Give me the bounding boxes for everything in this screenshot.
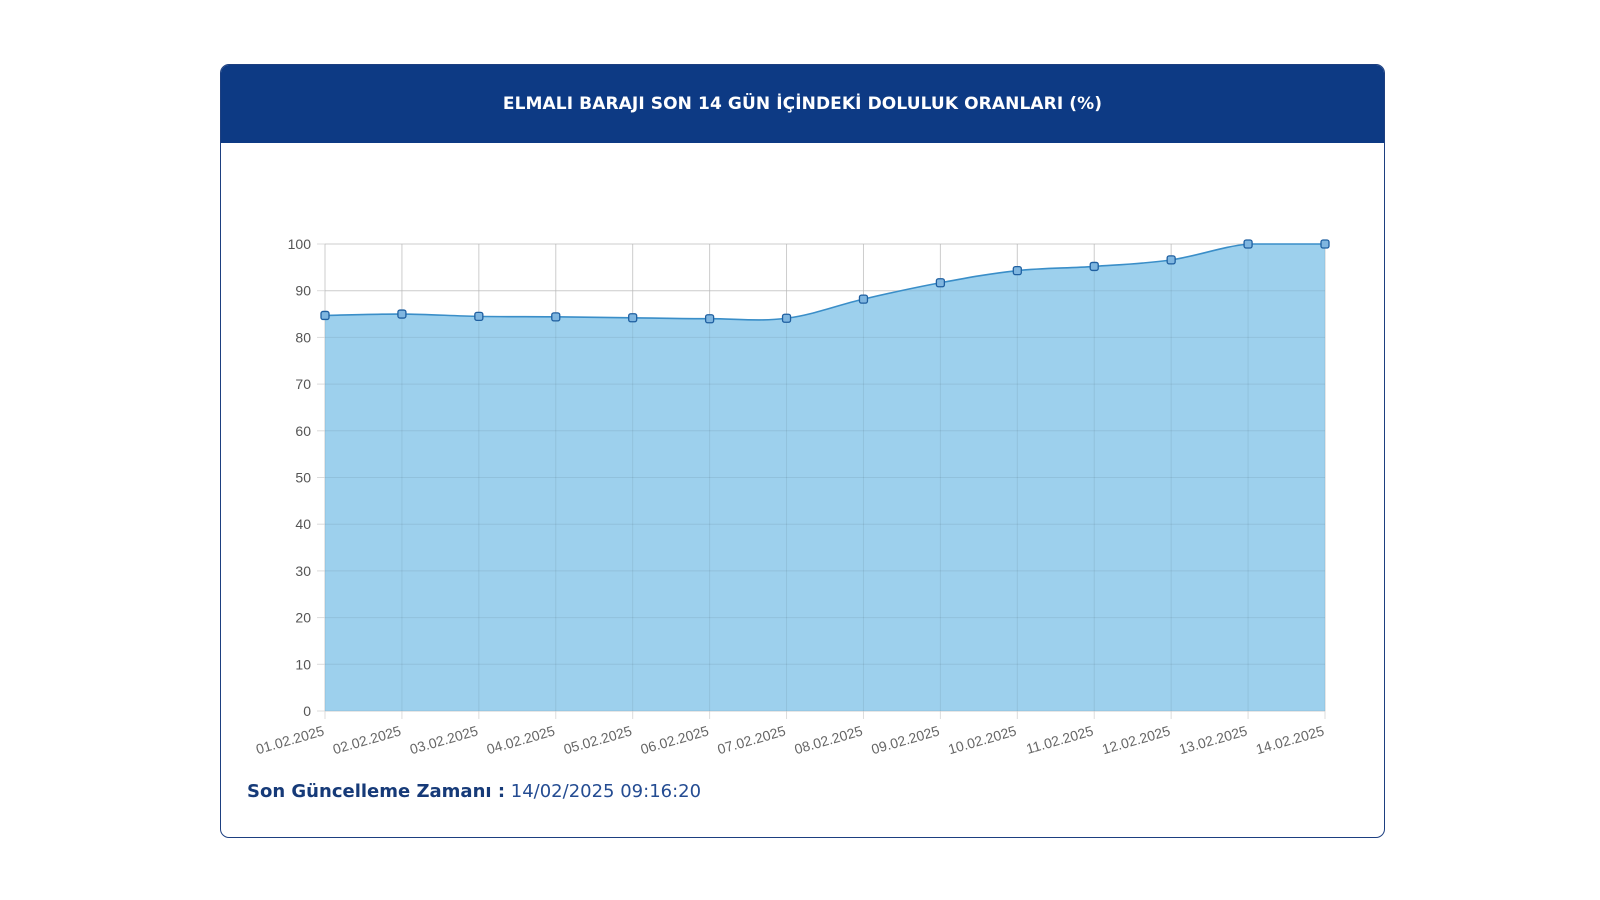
card-header: ELMALI BARAJI SON 14 GÜN İÇİNDEKİ DOLULU…	[221, 65, 1384, 143]
x-tick-label: 02.02.2025	[331, 722, 403, 757]
last-update-label: Son Güncelleme Zamanı :	[247, 781, 506, 802]
x-tick-label: 10.02.2025	[946, 722, 1018, 757]
y-tick-label: 40	[295, 516, 311, 532]
chart-area: 0 10 20 30 40 50 60 70 80 90 100 01.02.2025 02.02.20…	[221, 143, 1384, 783]
data-point	[1166, 255, 1176, 265]
chart-card: ELMALI BARAJI SON 14 GÜN İÇİNDEKİ DOLULU…	[220, 64, 1385, 838]
x-tick-label: 05.02.2025	[562, 722, 634, 757]
y-tick-label: 100	[288, 236, 312, 252]
y-tick-label: 30	[295, 563, 311, 579]
x-tick-label: 07.02.2025	[716, 722, 788, 757]
x-tick-label: 12.02.2025	[1100, 722, 1172, 757]
data-point	[704, 314, 715, 324]
data-point	[858, 294, 869, 304]
y-tick-label: 60	[295, 423, 311, 439]
y-tick-label: 10	[295, 656, 311, 672]
x-tick-label: 11.02.2025	[1024, 722, 1095, 756]
x-tick-label: 09.02.2025	[869, 722, 941, 757]
data-point	[551, 312, 561, 322]
x-tick-label: 06.02.2025	[639, 722, 711, 757]
data-point	[1320, 239, 1330, 249]
data-point	[1089, 261, 1099, 272]
data-point	[474, 311, 484, 322]
data-point	[781, 313, 792, 323]
chart-title: ELMALI BARAJI SON 14 GÜN İÇİNDEKİ DOLULU…	[502, 94, 1103, 114]
x-tick-label: 01.02.2025	[254, 722, 326, 757]
data-point	[1243, 239, 1253, 249]
series-line	[324, 243, 1325, 321]
x-tick-label: 14.02.2025	[1254, 722, 1326, 757]
x-tick-label: 13.02.2025	[1177, 722, 1249, 757]
data-point	[397, 309, 407, 319]
last-update: Son Güncelleme Zamanı : 14/02/2025 09:16…	[247, 781, 701, 802]
last-update-value: 14/02/2025 09:16:20	[510, 781, 702, 802]
y-tick-label: 90	[295, 283, 311, 299]
y-tick-label: 80	[295, 329, 311, 345]
x-tick-label: 08.02.2025	[793, 722, 865, 757]
y-tick-label: 70	[295, 376, 311, 392]
fill-rate-chart: 0 10 20 30 40 50 60 70 80 90 100 01.02.2025 02.02.20…	[254, 236, 1330, 757]
data-point	[935, 278, 946, 288]
data-point	[320, 310, 330, 321]
x-tick-label: 03.02.2025	[408, 722, 480, 757]
y-tick-label: 20	[295, 610, 311, 626]
data-point	[1012, 265, 1022, 276]
x-tick-label: 04.02.2025	[485, 722, 557, 757]
y-tick-label: 50	[295, 470, 311, 486]
area-fill	[325, 244, 1325, 711]
data-point	[628, 313, 638, 323]
y-tick-label: 0	[303, 703, 311, 719]
